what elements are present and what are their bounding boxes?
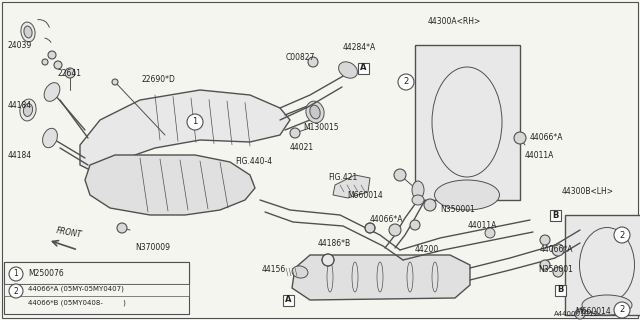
Text: 44021: 44021 (290, 143, 314, 153)
Bar (4, 284, 189, 296)
Circle shape (614, 227, 630, 243)
Text: 44300A<RH>: 44300A<RH> (428, 18, 481, 27)
Ellipse shape (44, 83, 60, 101)
Text: A: A (285, 295, 291, 305)
Circle shape (575, 309, 585, 319)
Circle shape (424, 199, 436, 211)
Circle shape (389, 224, 401, 236)
Ellipse shape (365, 223, 375, 233)
Circle shape (540, 235, 550, 245)
Bar (4, 262, 189, 284)
Text: B: B (557, 285, 563, 294)
Text: 22690*D: 22690*D (142, 76, 176, 84)
Text: 22641: 22641 (58, 68, 82, 77)
Ellipse shape (24, 104, 33, 116)
Text: 44184: 44184 (8, 100, 32, 109)
Circle shape (65, 68, 75, 78)
Circle shape (398, 74, 414, 90)
Circle shape (290, 128, 300, 138)
Text: 44184: 44184 (8, 150, 32, 159)
Circle shape (9, 284, 23, 298)
Ellipse shape (292, 266, 308, 278)
Circle shape (394, 169, 406, 181)
Bar (550, 210, 561, 220)
Text: 44066*A: 44066*A (530, 133, 563, 142)
Ellipse shape (306, 101, 324, 123)
Circle shape (552, 244, 564, 256)
Text: A: A (360, 63, 366, 73)
Text: 2: 2 (403, 77, 408, 86)
Text: 44066*A: 44066*A (540, 245, 573, 254)
Bar (358, 62, 369, 74)
Circle shape (187, 114, 203, 130)
Text: M130015: M130015 (303, 124, 339, 132)
Text: A440001312: A440001312 (554, 311, 599, 317)
Ellipse shape (412, 181, 424, 199)
Text: M660014: M660014 (347, 191, 383, 201)
Text: FRONT: FRONT (55, 226, 82, 239)
Polygon shape (85, 155, 255, 215)
Text: 44011A: 44011A (525, 150, 554, 159)
Text: 2: 2 (13, 286, 19, 295)
Polygon shape (333, 175, 370, 198)
Text: 44284*A: 44284*A (343, 44, 376, 52)
Text: M250076: M250076 (28, 269, 64, 278)
Text: 44200: 44200 (415, 245, 439, 254)
Bar (565, 215, 640, 315)
Bar (554, 284, 566, 295)
Bar (282, 294, 294, 306)
Text: 1: 1 (193, 117, 198, 126)
Ellipse shape (485, 228, 495, 238)
Text: N350001: N350001 (538, 266, 573, 275)
Circle shape (117, 223, 127, 233)
Text: 44066*A (05MY-05MY0407): 44066*A (05MY-05MY0407) (28, 286, 124, 292)
Ellipse shape (20, 99, 36, 121)
Ellipse shape (24, 26, 32, 38)
Circle shape (48, 51, 56, 59)
Text: N370009: N370009 (135, 244, 170, 252)
Circle shape (308, 57, 318, 67)
Text: 44066*B (05MY0408-         ): 44066*B (05MY0408- ) (28, 300, 126, 306)
Text: 44011A: 44011A (468, 221, 497, 230)
Text: 2: 2 (620, 230, 625, 239)
Ellipse shape (412, 195, 424, 205)
Ellipse shape (339, 62, 357, 78)
Ellipse shape (582, 295, 632, 315)
Text: N350001: N350001 (440, 205, 475, 214)
Text: 44186*B: 44186*B (318, 239, 351, 249)
Text: FIG.440-4: FIG.440-4 (235, 157, 272, 166)
Bar (415, 45, 520, 200)
Circle shape (9, 267, 23, 281)
Circle shape (42, 59, 48, 65)
Circle shape (112, 79, 118, 85)
Text: 44156: 44156 (262, 266, 286, 275)
Text: 44066*A: 44066*A (370, 215, 403, 225)
Polygon shape (80, 90, 290, 170)
Text: C00827: C00827 (286, 53, 316, 62)
Bar (4, 262, 189, 314)
Ellipse shape (322, 254, 334, 266)
Text: FIG.421: FIG.421 (328, 173, 357, 182)
Ellipse shape (21, 22, 35, 42)
Text: 1: 1 (13, 269, 19, 278)
Text: 24039: 24039 (8, 41, 32, 50)
Circle shape (514, 132, 526, 144)
Circle shape (614, 302, 630, 318)
Circle shape (54, 61, 62, 69)
Ellipse shape (43, 128, 58, 148)
Text: B: B (552, 211, 558, 220)
Circle shape (540, 260, 550, 270)
Circle shape (553, 267, 563, 277)
Text: M660014: M660014 (575, 308, 611, 316)
Text: 2: 2 (620, 306, 625, 315)
Circle shape (410, 220, 420, 230)
Text: 44300B<LH>: 44300B<LH> (562, 188, 614, 196)
Ellipse shape (310, 105, 320, 119)
Ellipse shape (435, 180, 499, 210)
Polygon shape (292, 255, 470, 300)
